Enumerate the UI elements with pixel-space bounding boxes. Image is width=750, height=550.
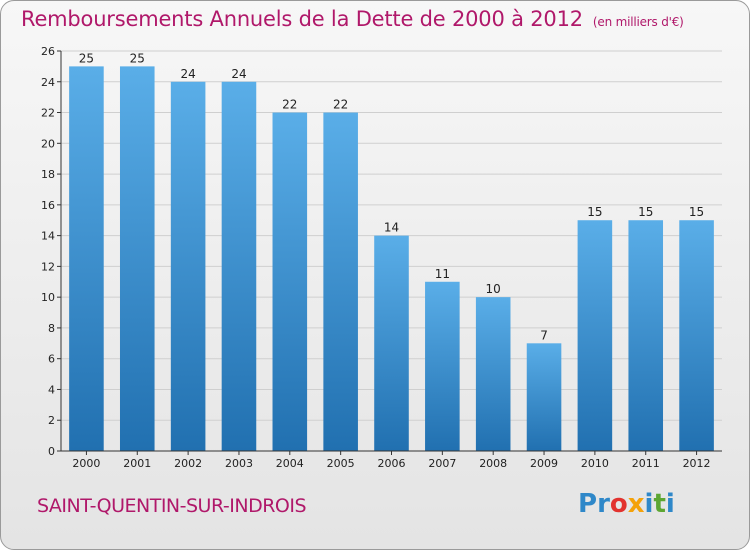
x-tick-label: 2002 xyxy=(174,457,202,470)
bar xyxy=(475,297,511,451)
data-label: 25 xyxy=(79,51,94,65)
data-label: 14 xyxy=(384,221,399,235)
x-tick-label: 2003 xyxy=(225,457,253,470)
y-tick-label: 4 xyxy=(48,383,55,396)
y-tick-label: 10 xyxy=(41,291,55,304)
bar xyxy=(425,281,460,451)
bar xyxy=(679,220,714,451)
y-tick-label: 24 xyxy=(41,76,55,89)
commune-name: SAINT-QUENTIN-SUR-INDROIS xyxy=(37,495,307,517)
logo-letter: i xyxy=(665,489,675,519)
bar xyxy=(323,112,358,452)
data-label: 24 xyxy=(180,67,195,81)
data-label: 10 xyxy=(486,282,501,296)
x-tick-label: 2011 xyxy=(632,457,660,470)
bar xyxy=(374,235,409,451)
x-tick-label: 2006 xyxy=(378,457,406,470)
proxiti-logo: Proxiti xyxy=(578,489,675,519)
x-tick-label: 2000 xyxy=(72,457,100,470)
bar xyxy=(628,220,664,451)
bar xyxy=(69,66,104,451)
y-tick-label: 8 xyxy=(48,322,55,335)
chart-unit: (en milliers d'€) xyxy=(592,15,684,29)
data-label: 22 xyxy=(282,98,297,112)
x-tick-label: 2001 xyxy=(123,457,151,470)
data-label: 24 xyxy=(231,67,246,81)
y-tick-label: 20 xyxy=(41,137,55,150)
x-tick-label: 2007 xyxy=(428,457,456,470)
x-tick-label: 2012 xyxy=(683,457,711,470)
data-label: 15 xyxy=(587,205,602,219)
data-label: 25 xyxy=(130,51,145,65)
x-tick-label: 2009 xyxy=(530,457,558,470)
y-tick-label: 16 xyxy=(41,199,55,212)
x-tick-label: 2010 xyxy=(581,457,609,470)
y-tick-label: 14 xyxy=(41,230,55,243)
logo-letter: i xyxy=(644,489,654,519)
bar xyxy=(272,112,308,452)
data-label: 15 xyxy=(689,205,704,219)
bar xyxy=(119,66,155,451)
y-tick-label: 0 xyxy=(48,445,55,458)
y-tick-label: 26 xyxy=(41,45,55,58)
data-label: 15 xyxy=(638,205,653,219)
x-tick-label: 2004 xyxy=(276,457,304,470)
y-tick-label: 2 xyxy=(48,414,55,427)
data-label: 7 xyxy=(540,328,548,342)
bar xyxy=(221,81,257,452)
y-tick-label: 12 xyxy=(41,260,55,273)
logo-letter: P xyxy=(578,489,598,519)
y-tick-label: 18 xyxy=(41,168,55,181)
bar xyxy=(170,81,206,452)
x-tick-label: 2005 xyxy=(327,457,355,470)
logo-letter: r xyxy=(597,489,610,519)
logo-letter: t xyxy=(653,489,666,519)
bars: 25 25 24 24 22 22 14 11 10 7 15 15 15 xyxy=(69,51,714,452)
y-tick-label: 6 xyxy=(48,353,55,366)
x-tick-label: 2008 xyxy=(479,457,507,470)
chart-title: Remboursements Annuels de la Dette de 20… xyxy=(21,7,684,31)
logo-letter: o xyxy=(609,489,628,519)
bar xyxy=(577,220,613,451)
y-tick-label: 22 xyxy=(41,107,55,120)
chart-title-text: Remboursements Annuels de la Dette de 20… xyxy=(21,7,583,31)
data-label: 11 xyxy=(435,267,450,281)
data-label: 22 xyxy=(333,98,348,112)
bar xyxy=(526,343,562,451)
logo-letter: x xyxy=(627,489,645,519)
